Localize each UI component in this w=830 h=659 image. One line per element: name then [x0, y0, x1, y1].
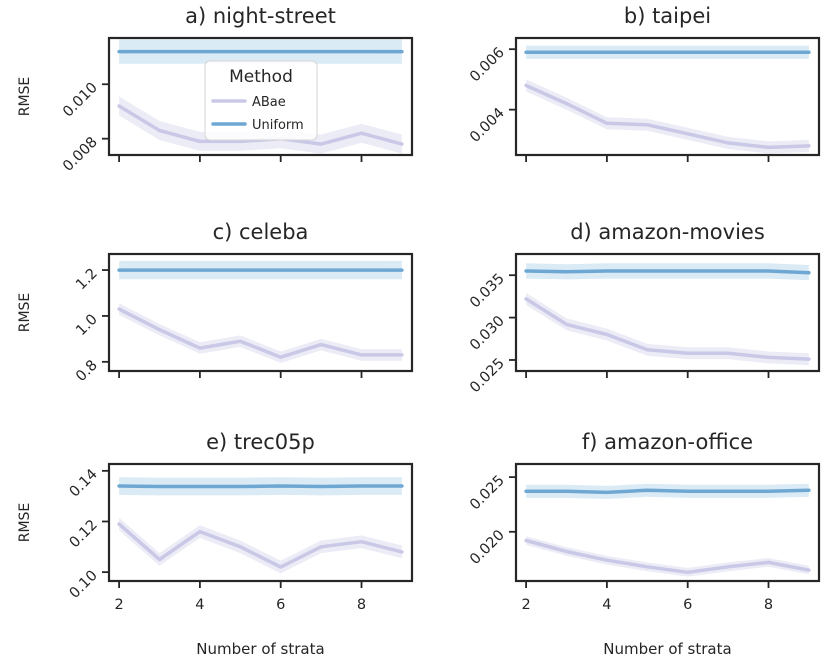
series-line-abae — [117, 522, 404, 569]
series-line-abae — [524, 83, 811, 150]
x-tick-label: 6 — [276, 597, 285, 613]
plot-frame — [514, 462, 821, 583]
x-tick-label: 6 — [683, 597, 692, 613]
series-line-uniform — [117, 484, 404, 489]
panel-title: b) taipei — [624, 4, 711, 28]
y-tick-label: 1.2 — [73, 266, 101, 294]
legend-label-uniform: Uniform — [252, 118, 304, 133]
panel-title: c) celeba — [213, 220, 309, 244]
series-line-uniform — [524, 269, 811, 275]
x-tick-label: 2 — [521, 597, 530, 613]
legend-label-abae: ABae — [252, 95, 286, 110]
plot-frame — [107, 252, 414, 373]
x-tick-label: 4 — [602, 597, 611, 613]
panel-2: b) taipei 0.004 0.006 — [467, 4, 821, 162]
y-tick-label: 0.004 — [467, 105, 508, 146]
panel-6: f) amazon-office 2 4 6 8 0.020 0.025 Number of … — [467, 430, 821, 658]
x-axis-label: Number of strata — [603, 640, 731, 658]
y-tick-label: 0.006 — [467, 45, 508, 86]
legend-title: Method — [229, 67, 293, 87]
panel-title: e) trec05p — [206, 430, 315, 454]
series-line-abae — [524, 297, 811, 361]
y-tick-label: 0.025 — [467, 473, 508, 514]
y-tick-label: 1.0 — [73, 311, 101, 339]
y-axis-label: RMSE — [17, 503, 33, 543]
y-axis-label: RMSE — [17, 77, 33, 117]
series-line-abae — [524, 538, 811, 575]
x-tick-label: 4 — [195, 597, 204, 613]
series-band-abae — [119, 517, 402, 574]
y-tick-label: 0.8 — [73, 357, 101, 385]
series-line-abae — [117, 307, 404, 359]
series-band-abae — [526, 79, 809, 154]
y-tick-label: 0.10 — [67, 568, 101, 602]
panel-title: d) amazon-movies — [570, 220, 765, 244]
y-tick-label: 0.12 — [67, 517, 101, 551]
y-tick-label: 0.035 — [467, 271, 508, 312]
plot-frame — [514, 252, 821, 373]
series-band-abae — [526, 293, 809, 366]
legend: Method ABae Uniform — [204, 60, 318, 141]
y-tick-label: 0.030 — [467, 313, 508, 354]
panel-5: e) trec05p 2 4 6 8 0.10 0.12 0.14 RMSE Number of … — [17, 430, 414, 658]
panel-title: f) amazon-office — [582, 430, 753, 454]
plot-frame — [514, 36, 821, 157]
x-tick-label: 2 — [114, 597, 123, 613]
plot-frame — [107, 36, 414, 157]
legend-box — [204, 60, 318, 141]
y-tick-label: 0.14 — [67, 466, 101, 500]
panel-1: a) night-street 0.008 0.010 RMSE Method ABae U… — [17, 4, 414, 175]
y-tick-label: 0.008 — [60, 134, 101, 175]
x-tick-label: 8 — [357, 597, 366, 613]
panel-3: c) celeba 0.8 1.0 1.2 RMSE — [17, 220, 414, 385]
plot-frame — [107, 462, 414, 583]
x-axis-label: Number of strata — [196, 640, 324, 658]
y-tick-label: 0.020 — [467, 527, 508, 568]
y-tick-label: 0.010 — [60, 80, 101, 121]
y-axis-label: RMSE — [17, 293, 33, 333]
panel-title: a) night-street — [185, 4, 336, 28]
series-line-uniform — [524, 488, 811, 495]
x-tick-label: 8 — [764, 597, 773, 613]
y-tick-label: 0.025 — [467, 355, 508, 396]
